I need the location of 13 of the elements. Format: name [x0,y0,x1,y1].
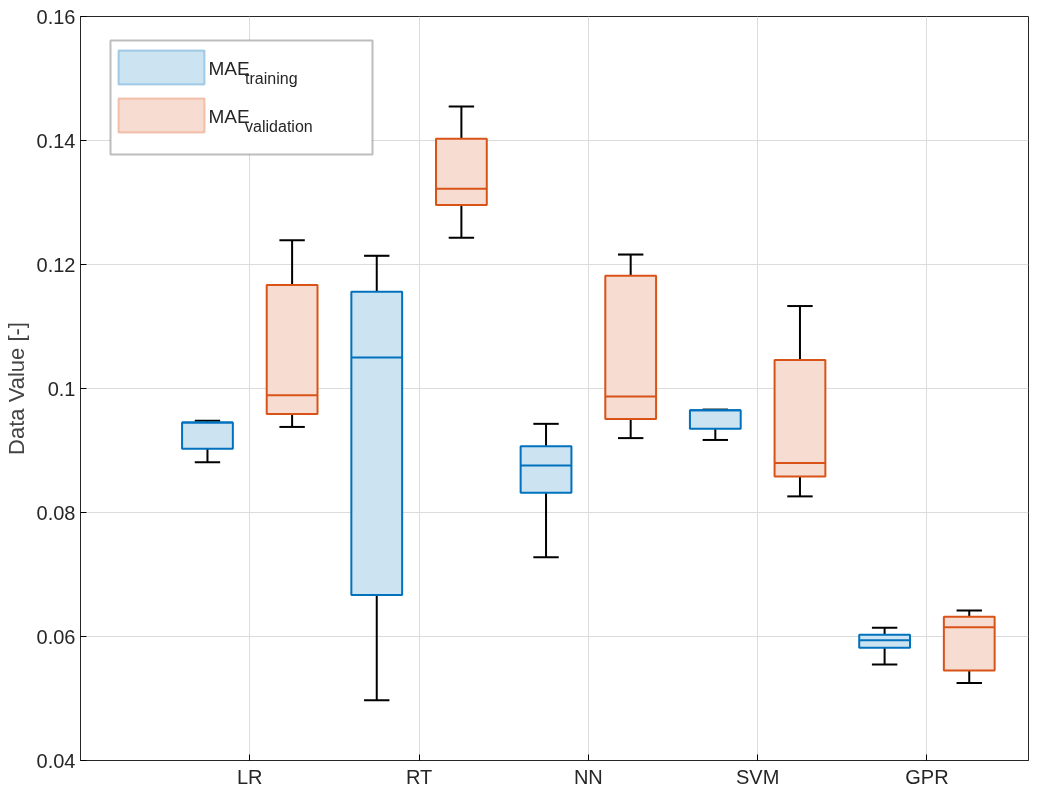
y-tick-label: 0.16 [36,5,76,28]
x-tick-label: RT [405,765,433,788]
x-tick-label: GPR [905,765,949,788]
y-tick-label: 0.1 [47,377,76,400]
x-tick-label: NN [573,765,603,788]
x-tick-label: LR [237,765,263,788]
y-tick-label: 0.12 [36,253,76,276]
y-tick-label: 0.06 [36,625,76,648]
y-tick-label: 0.08 [36,501,76,524]
x-tick-label: SVM [735,765,780,788]
y-tick-label: 0.04 [36,749,76,772]
y-axis-title: Data Value [-] [3,322,29,455]
y-tick-label: 0.14 [36,129,76,152]
